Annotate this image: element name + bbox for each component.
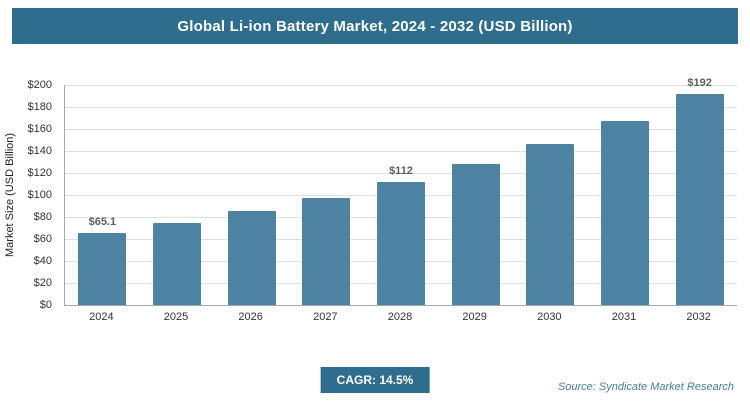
y-tick-label: $160	[27, 123, 52, 135]
gridline	[65, 173, 737, 174]
y-tick-label: $140	[27, 145, 52, 157]
source-text: Source: Syndicate Market Research	[557, 381, 734, 393]
plot-area: $65.1 $112 $192	[64, 77, 737, 306]
gridline	[65, 151, 737, 152]
x-tick-label: 2025	[163, 311, 189, 323]
x-tick-label: 2026	[238, 311, 263, 323]
bar-2024	[78, 233, 127, 305]
x-tick-label: 2024	[89, 311, 114, 323]
bar-2032	[675, 93, 724, 305]
x-tick-label: 2031	[611, 311, 637, 323]
y-tick-label: $200	[27, 79, 52, 91]
x-tick-label: 2027	[313, 311, 338, 323]
y-axis-ticks: $0 $20 $40 $60 $80 $100 $120 $140 $160 $180 $200	[0, 79, 58, 311]
x-tick-label: 2030	[537, 311, 562, 323]
y-tick-label: $0	[39, 299, 52, 311]
y-tick-label: $60	[33, 233, 52, 245]
x-tick-label: 2032	[686, 311, 711, 323]
y-tick-label: $120	[27, 167, 52, 179]
cagr-badge: CAGR: 14.5%	[320, 367, 430, 393]
y-tick-label: $20	[33, 277, 52, 289]
y-tick-label: $40	[33, 255, 52, 267]
bar-value-label: $112	[389, 165, 413, 178]
x-tick-label: 2029	[462, 311, 487, 323]
gridline	[65, 129, 737, 130]
x-tick-label: 2028	[387, 311, 413, 323]
x-axis-ticks: 2024 2025 2026 2027 2028 2029 2030 2031 2032	[64, 311, 736, 327]
y-tick-label: $100	[27, 189, 52, 201]
bar-2031	[601, 120, 649, 305]
bar-2030	[526, 143, 575, 305]
chart-title-banner: Global Li-ion Battery Market, 2024 - 203…	[12, 8, 738, 44]
bar-2025	[153, 223, 201, 305]
bar-2028	[377, 182, 425, 305]
bar-value-label: $192	[687, 76, 712, 89]
gridline	[65, 85, 737, 86]
gridline	[65, 107, 737, 108]
chart-title: Global Li-ion Battery Market, 2024 - 203…	[177, 17, 573, 35]
y-tick-label: $80	[33, 211, 52, 223]
y-tick-label: $180	[27, 101, 52, 113]
bar-2026	[227, 211, 276, 305]
bar-2029	[451, 164, 500, 305]
bar-2027	[302, 197, 351, 305]
bar-value-label: $65.1	[88, 216, 117, 229]
